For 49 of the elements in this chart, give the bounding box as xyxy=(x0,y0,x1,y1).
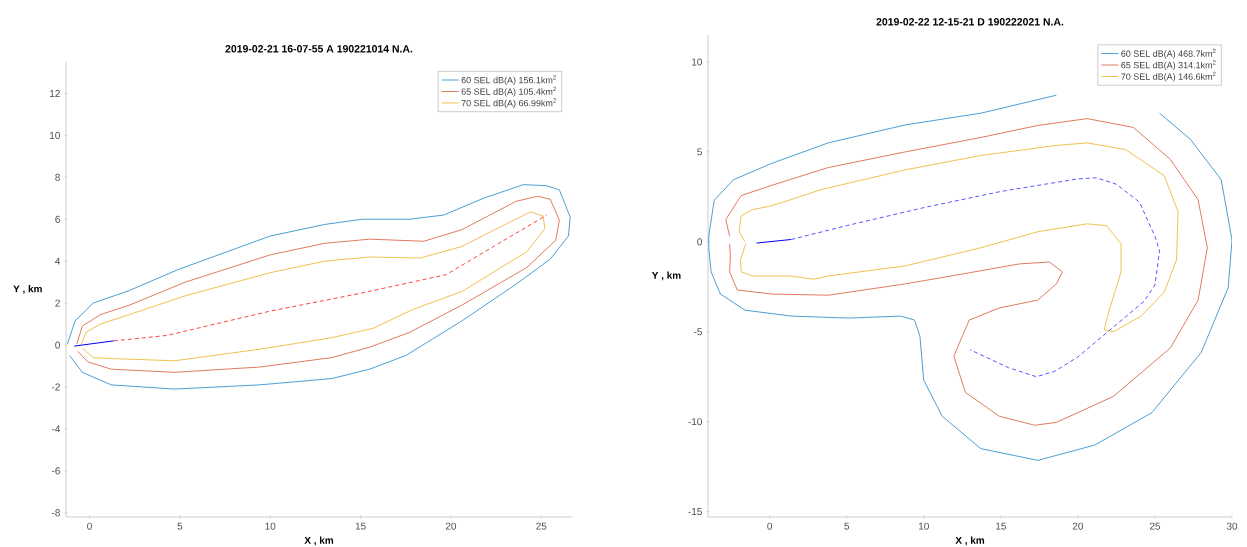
line-series xyxy=(80,211,546,362)
x-tick-label: 15 xyxy=(355,522,366,530)
y-tick-label: 4 xyxy=(55,257,61,265)
y-tick-label: 10 xyxy=(692,58,702,66)
chart-title: 2019-02-22 12-15-21 D 190222021 N.A. xyxy=(876,18,1064,26)
y-tick-label: -6 xyxy=(51,467,60,475)
y-tick-label: -15 xyxy=(688,508,702,516)
y-tick-label: 0 xyxy=(55,341,60,349)
y-tick-label: 12 xyxy=(50,89,60,97)
x-tick-label: 25 xyxy=(536,522,547,530)
x-tick-label: 0 xyxy=(767,522,773,530)
line-series xyxy=(76,195,560,373)
x-tick-label: 5 xyxy=(177,522,183,530)
x-tick-label: 0 xyxy=(87,522,92,530)
line-series xyxy=(113,214,548,342)
y-axis-title: Y , km xyxy=(651,271,681,281)
y-tick-label: 10 xyxy=(50,131,60,139)
y-tick-label: 5 xyxy=(697,148,702,156)
legend-label: 65 SEL dB(A) 314.1km$^{2}$ xyxy=(1121,60,1216,71)
line-series xyxy=(708,94,1233,461)
x-tick-label: 30 xyxy=(1226,522,1238,530)
x-tick-label: 20 xyxy=(1072,522,1084,530)
y-tick-label: -10 xyxy=(688,418,702,426)
y-tick-label: 8 xyxy=(55,173,60,181)
line-series xyxy=(790,177,1161,378)
line-series xyxy=(725,118,1208,426)
legend-label: 70 SEL dB(A) 66.99km$^{2}$ xyxy=(461,98,556,109)
x-axis-title: X , km xyxy=(955,536,985,546)
y-tick-label: -8 xyxy=(51,509,60,517)
y-tick-label: -5 xyxy=(693,328,702,336)
x-tick-label: 20 xyxy=(445,522,457,530)
legend-label: 60 SEL dB(A) 156.1km$^{2}$ xyxy=(461,75,556,86)
y-tick-label: 0 xyxy=(697,238,702,246)
chart-title: 2019-02-21 16-07-55 A 190221014 N.A. xyxy=(225,45,413,53)
y-axis-title: Y , km xyxy=(13,285,42,294)
x-axis-title: X , km xyxy=(304,536,334,546)
legend-label: 60 SEL dB(A) 468.7km$^{2}$ xyxy=(1121,48,1216,59)
y-tick-label: 6 xyxy=(55,215,60,223)
y-tick-label: -4 xyxy=(51,425,61,433)
x-tick-label: 15 xyxy=(996,522,1006,530)
x-tick-label: 5 xyxy=(844,522,850,530)
legend-label: 65 SEL dB(A) 105.4km$^{2}$ xyxy=(461,86,556,97)
x-tick-label: 10 xyxy=(919,522,929,530)
x-tick-label: 25 xyxy=(1149,522,1161,530)
y-tick-label: 2 xyxy=(55,299,60,307)
x-tick-label: 10 xyxy=(265,522,276,530)
y-tick-label: -2 xyxy=(51,383,60,391)
legend-label: 70 SEL dB(A) 146.6km$^{2}$ xyxy=(1121,71,1216,82)
line-series xyxy=(66,184,571,390)
